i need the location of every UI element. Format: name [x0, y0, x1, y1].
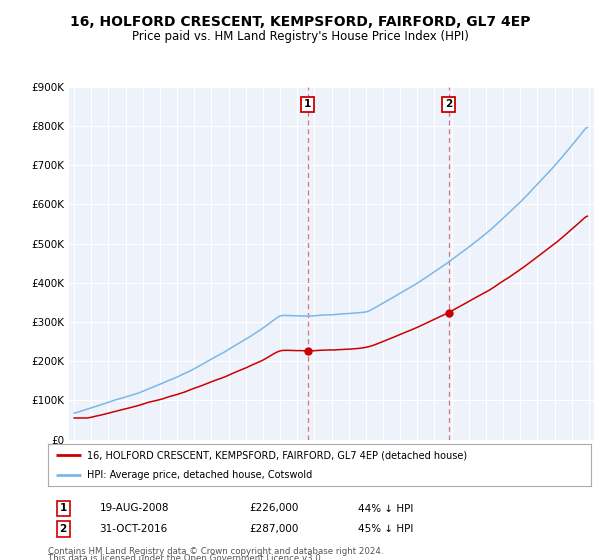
Text: 16, HOLFORD CRESCENT, KEMPSFORD, FAIRFORD, GL7 4EP: 16, HOLFORD CRESCENT, KEMPSFORD, FAIRFOR… [70, 15, 530, 29]
Text: 31-OCT-2016: 31-OCT-2016 [100, 524, 168, 534]
Text: £226,000: £226,000 [249, 503, 298, 514]
Text: 44% ↓ HPI: 44% ↓ HPI [358, 503, 413, 514]
Text: This data is licensed under the Open Government Licence v3.0.: This data is licensed under the Open Gov… [48, 554, 323, 560]
Text: £287,000: £287,000 [249, 524, 298, 534]
Text: Price paid vs. HM Land Registry's House Price Index (HPI): Price paid vs. HM Land Registry's House … [131, 30, 469, 43]
Text: HPI: Average price, detached house, Cotswold: HPI: Average price, detached house, Cots… [87, 470, 313, 480]
Text: 2: 2 [445, 100, 452, 109]
Text: 16, HOLFORD CRESCENT, KEMPSFORD, FAIRFORD, GL7 4EP (detached house): 16, HOLFORD CRESCENT, KEMPSFORD, FAIRFOR… [87, 450, 467, 460]
Text: 19-AUG-2008: 19-AUG-2008 [100, 503, 169, 514]
Text: 1: 1 [59, 503, 67, 514]
Text: Contains HM Land Registry data © Crown copyright and database right 2024.: Contains HM Land Registry data © Crown c… [48, 547, 383, 556]
Text: 2: 2 [59, 524, 67, 534]
Text: 1: 1 [304, 100, 311, 109]
Text: 45% ↓ HPI: 45% ↓ HPI [358, 524, 413, 534]
